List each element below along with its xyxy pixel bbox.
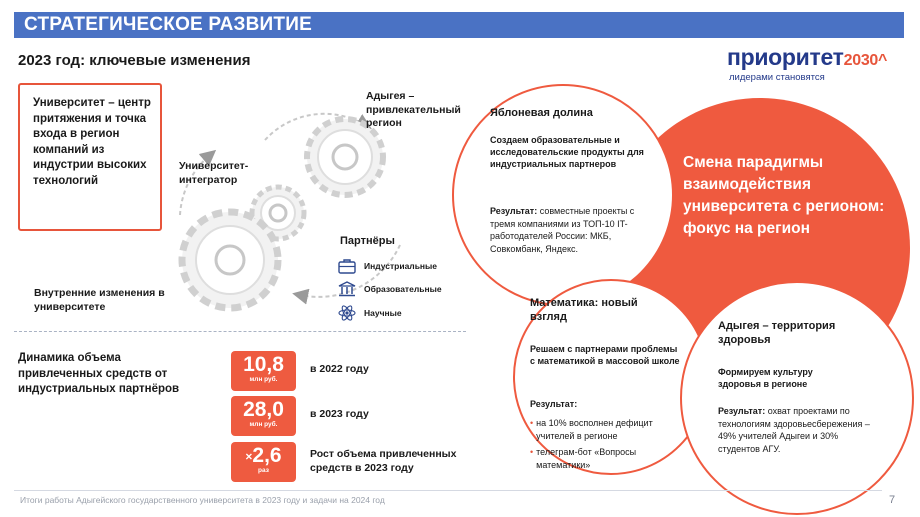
page-subtitle: 2023 год: ключевые изменения xyxy=(18,52,251,69)
university-box-text: Университет – центр притяжения и точка в… xyxy=(33,97,151,187)
math-title: Математика: новый взгляд xyxy=(530,297,638,324)
adygea-health-body: Формируем культуру здоровья в регионе xyxy=(718,367,813,390)
logo: приоритет2030^ xyxy=(727,44,887,71)
list-item: • телеграм-бот «Вопросы математики» xyxy=(530,447,637,470)
gear-icon xyxy=(304,116,386,198)
adygea-region-label: Адыгея – привлекательный регион xyxy=(366,90,461,130)
page-title: СТРАТЕГИЧЕСКОЕ РАЗВИТИЕ xyxy=(24,14,312,35)
apple-valley-result: Результат: совместные проекты с тремя ко… xyxy=(490,205,655,255)
apple-valley-body: Создаем образовательные и исследовательс… xyxy=(490,135,644,170)
divider xyxy=(14,331,466,332)
atom-icon xyxy=(338,305,356,321)
paradigm-text: Смена парадигмы взаимодействия университ… xyxy=(683,154,885,237)
partners-title: Партнёры xyxy=(340,235,395,247)
logo-mark: ^ xyxy=(878,52,888,69)
stat-2022-badge: 10,8 млн руб. xyxy=(231,351,296,391)
cycle-arrow-bottom xyxy=(292,244,401,305)
stat-growth-desc: Рост объема привлеченных средств в 2023 … xyxy=(310,448,457,475)
adygea-health-title: Адыгея – территория здоровья xyxy=(718,320,836,347)
dynamics-title: Динамика объема привлеченных средств от … xyxy=(18,352,180,396)
apple-valley-circle xyxy=(452,84,674,306)
partner-industrial-label: Индустриальные xyxy=(364,261,438,271)
adygea-health-result: Результат: охват проектами по технология… xyxy=(718,405,878,455)
adygea-health-circle xyxy=(680,281,914,515)
stat-growth-badge: ×2,6 раз xyxy=(231,442,296,482)
university-box xyxy=(18,83,162,231)
math-result-label: Результат: xyxy=(530,399,578,409)
footer-text: Итоги работы Адыгейского государственног… xyxy=(20,495,385,505)
page-number: 7 xyxy=(889,494,896,506)
integrator-label: Университет-интегратор xyxy=(179,160,249,186)
list-item: • на 10% восполнен дефицит учителей в рег… xyxy=(530,418,653,441)
briefcase-icon xyxy=(338,259,356,274)
math-bullets: • на 10% восполнен дефицит учителей в рег… xyxy=(530,417,680,471)
gear-icon xyxy=(178,208,282,312)
stat-2023-badge: 28,0 млн руб. xyxy=(231,396,296,436)
result-label: Результат: xyxy=(490,206,538,216)
math-body: Решаем с партнерами проблемы с математик… xyxy=(530,344,680,367)
partner-educational-label: Образовательные xyxy=(364,284,442,294)
header-bar xyxy=(14,12,904,38)
apple-valley-result-text: совместные проекты с тремя компаниями из… xyxy=(490,206,635,254)
logo-word: приоритет xyxy=(727,44,844,70)
stat-2022-desc: в 2022 году xyxy=(310,363,369,375)
partner-scientific-label: Научные xyxy=(364,308,402,318)
gears-diagram xyxy=(178,112,401,312)
math-circle xyxy=(513,279,709,475)
internal-changes-label: Внутренние изменения в университете xyxy=(34,287,165,313)
stat-2023-desc: в 2023 году xyxy=(310,408,369,420)
logo-tagline: лидерами становятся xyxy=(729,72,825,83)
adygea-health-result-text: охват проектами по технологиям здоровьес… xyxy=(718,406,870,454)
footer-divider xyxy=(14,490,882,491)
apple-valley-title: Яблоневая долина xyxy=(490,107,593,119)
columns-icon xyxy=(338,281,356,297)
logo-year: 2030 xyxy=(843,52,879,69)
result-label: Результат: xyxy=(718,406,766,416)
